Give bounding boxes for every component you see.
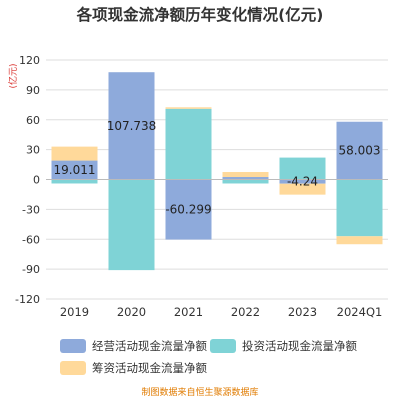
data-label-operating-2023: -4.24 <box>287 175 318 189</box>
bar-series2-2021[interactable] <box>165 107 212 109</box>
data-labels: 19.011 107.738 -60.299 -4.24 58.003 <box>54 119 381 217</box>
x-tick-label: 2019 <box>60 305 89 319</box>
bar-series2-2024Q1[interactable] <box>336 236 383 245</box>
y-tick-label: 30 <box>26 144 40 157</box>
y-tick-label: -120 <box>15 293 40 306</box>
bar-series1-2024Q1[interactable] <box>336 179 383 237</box>
bar-series0-2019[interactable] <box>51 160 98 180</box>
bar-series1-2019[interactable] <box>51 179 98 184</box>
bar-series0-2021[interactable] <box>165 179 212 240</box>
bar-series0-2022[interactable] <box>222 177 269 180</box>
x-tick-label: 2024Q1 <box>337 305 383 319</box>
legend-operating[interactable]: 经营活动现金流量净额 <box>60 338 207 354</box>
source-note: 制图数据来自恒生聚源数据库 <box>141 388 259 398</box>
bar-series0-2024Q1[interactable] <box>336 121 383 180</box>
legend-label-financing: 筹资活动现金流量净额 <box>92 361 207 375</box>
bar-series1-2020[interactable] <box>108 179 155 271</box>
y-tick-label: 90 <box>26 84 40 97</box>
legend-investing[interactable]: 投资活动现金流量净额 <box>210 338 357 354</box>
x-tick-label: 2023 <box>288 305 317 319</box>
y-tick-label: -30 <box>22 203 40 216</box>
y-tick-label: 60 <box>26 114 40 127</box>
data-label-operating-2020: 107.738 <box>107 119 157 133</box>
bar-series2-2022[interactable] <box>222 172 269 178</box>
data-label-operating-2024Q1: 58.003 <box>339 144 381 158</box>
bar-series2-2023[interactable] <box>279 183 326 195</box>
legend-label-operating: 经营活动现金流量净额 <box>92 339 207 353</box>
bar-series2-2019[interactable] <box>51 146 98 161</box>
y-tick-label: 120 <box>19 54 40 67</box>
y-tick-label: -90 <box>22 263 40 276</box>
legend-swatch-investing <box>210 339 236 353</box>
bar-series0-2020[interactable] <box>108 72 155 180</box>
chart-title: 各项现金流净额历年变化情况(亿元) <box>76 6 324 24</box>
legend-swatch-operating <box>60 339 86 353</box>
bars <box>51 72 383 271</box>
x-tick-label: 2022 <box>231 305 260 319</box>
legend-swatch-financing <box>60 361 86 375</box>
bar-series0-2023[interactable] <box>279 179 326 184</box>
x-tick-label: 2020 <box>117 305 146 319</box>
bar-series1-2022[interactable] <box>222 179 269 184</box>
legend-label-investing: 投资活动现金流量净额 <box>242 339 357 353</box>
bar-series1-2023[interactable] <box>279 157 326 180</box>
y-tick-label: 0 <box>33 174 40 187</box>
y-axis-label: (亿元) <box>7 63 19 88</box>
data-label-operating-2021: -60.299 <box>165 203 211 217</box>
data-label-operating-2019: 19.011 <box>54 163 96 177</box>
legend-financing[interactable]: 筹资活动现金流量净额 <box>60 360 207 376</box>
bar-series1-2021[interactable] <box>165 108 212 180</box>
axes: -120 -90 -60 -30 0 30 60 90 120(亿元) 2019 2020 2021 2… <box>7 54 388 319</box>
x-tick-label: 2021 <box>174 305 203 319</box>
y-tick-label: -60 <box>22 233 40 246</box>
